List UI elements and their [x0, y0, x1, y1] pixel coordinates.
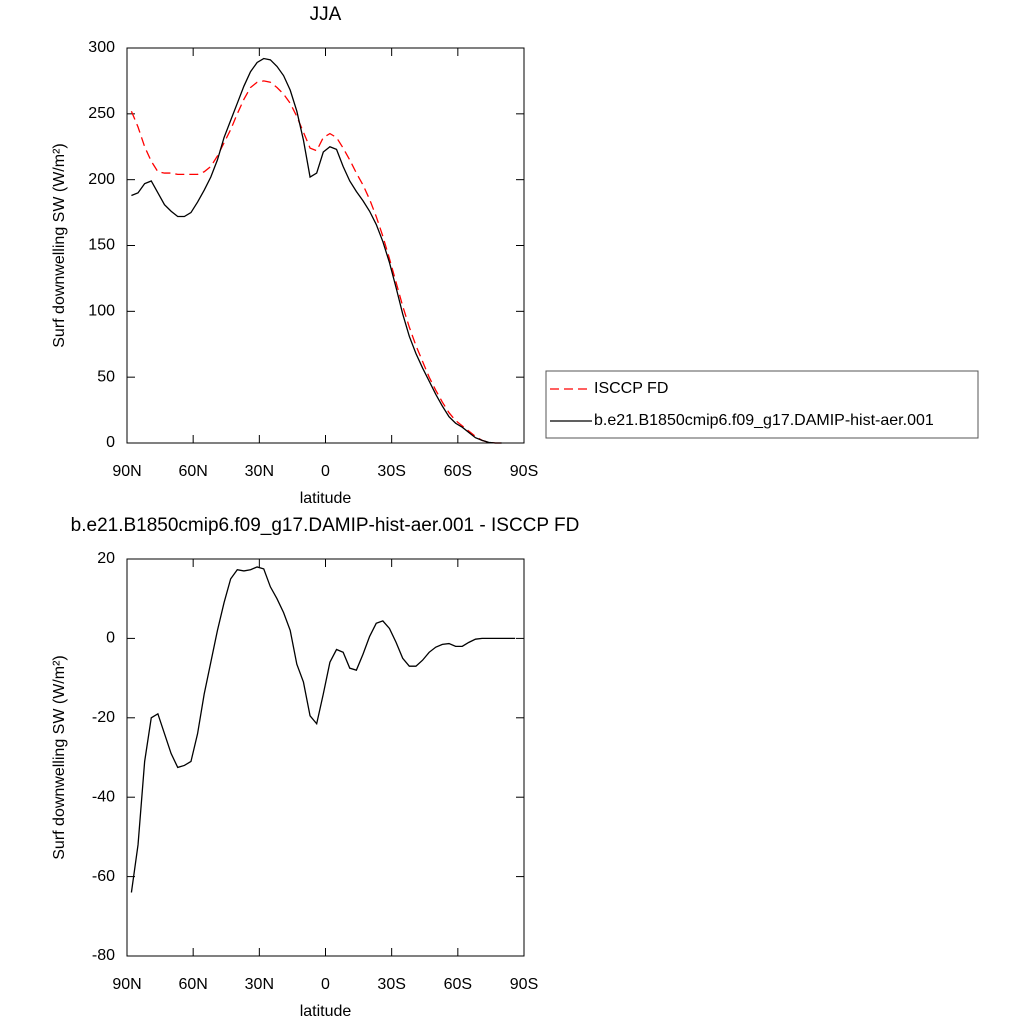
x-tick-label: 60S — [444, 463, 472, 480]
x-tick-label: 30N — [245, 976, 274, 993]
y-axis-title: Surf downwelling SW (W/m²) — [51, 143, 68, 347]
y-axis-title: Surf downwelling SW (W/m²) — [51, 655, 68, 859]
y-tick-label: -40 — [92, 788, 115, 805]
x-tick-label: 90S — [510, 463, 538, 480]
data-line — [130, 566, 516, 893]
chart-title: b.e21.B1850cmip6.f09_g17.DAMIP-hist-aer.… — [71, 515, 580, 536]
y-tick-label: -20 — [92, 709, 115, 726]
y-tick-label: 150 — [88, 237, 115, 254]
x-tick-label: 60N — [178, 976, 207, 993]
x-tick-label: 90N — [112, 463, 141, 480]
x-tick-label: 60S — [444, 976, 472, 993]
y-tick-label: 0 — [106, 434, 115, 451]
plot-frame — [126, 47, 525, 444]
x-axis-title: latitude — [300, 1003, 352, 1020]
legend-label: b.e21.B1850cmip6.f09_g17.DAMIP-hist-aer.… — [594, 412, 934, 429]
data-line — [131, 57, 502, 444]
x-tick-label: 0 — [321, 463, 330, 480]
chart-title: JJA — [310, 4, 342, 25]
x-tick-label: 30N — [245, 463, 274, 480]
y-tick-label: 0 — [106, 630, 115, 647]
x-tick-label: 90S — [510, 976, 538, 993]
y-tick-label: 300 — [88, 39, 115, 56]
y-tick-label: 250 — [88, 105, 115, 122]
x-tick-label: 90N — [112, 976, 141, 993]
x-tick-label: 30S — [377, 463, 405, 480]
y-tick-label: 200 — [88, 171, 115, 188]
x-tick-label: 30S — [377, 976, 405, 993]
y-tick-label: -60 — [92, 868, 115, 885]
legend-label: ISCCP FD — [594, 380, 668, 397]
y-tick-label: 100 — [88, 303, 115, 320]
legend-box — [545, 370, 979, 439]
data-line — [130, 80, 502, 444]
y-tick-label: -80 — [92, 947, 115, 964]
x-tick-label: 0 — [321, 976, 330, 993]
plot-frame — [126, 558, 525, 957]
y-tick-label: 50 — [97, 368, 115, 385]
y-tick-label: 20 — [97, 550, 115, 567]
x-axis-title: latitude — [300, 490, 352, 507]
x-tick-label: 60N — [178, 463, 207, 480]
